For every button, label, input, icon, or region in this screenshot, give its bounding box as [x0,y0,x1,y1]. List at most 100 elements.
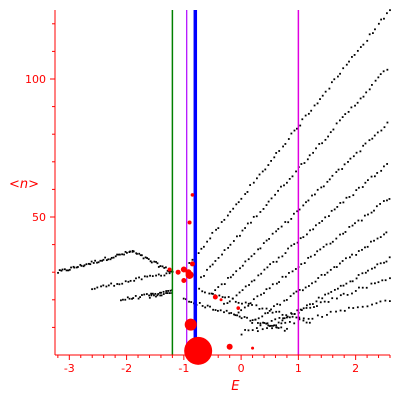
data-point [384,299,387,302]
data-point [136,252,138,255]
data-point [333,266,336,268]
data-point [159,265,162,267]
data-point [232,207,235,210]
data-point [124,298,127,301]
data-point [286,327,288,330]
data-point [234,300,237,303]
data-point [255,215,258,218]
data-point [227,296,230,298]
data-point [257,248,260,251]
data-point [294,268,297,270]
data-point [283,329,286,332]
data-point [342,232,345,235]
data-point [295,290,298,293]
data-point [261,307,264,310]
data-point [153,294,155,297]
data-point [385,231,388,234]
data-point [386,199,388,202]
data-point [278,310,281,313]
data-point [364,271,367,274]
data-point [105,285,108,288]
data-point [85,263,88,266]
data-point [214,289,217,292]
highlight-point [185,269,192,276]
data-point [123,253,125,256]
axes: -3 -2 -1 0 1 2 50 100 [25,10,391,375]
x-tick-label: 2 [352,362,359,375]
data-point [151,292,154,295]
data-point [270,319,273,322]
data-point [246,222,249,225]
data-point [90,260,93,263]
data-point [259,322,262,325]
data-point [278,281,280,283]
data-point [141,294,143,296]
data-point [258,307,261,310]
data-point [198,287,201,290]
data-point [275,310,278,313]
data-point [355,189,358,192]
data-point [229,210,232,213]
data-point [302,319,305,322]
data-point [330,291,333,293]
data-point [277,321,280,324]
data-point [388,256,391,259]
data-point [307,317,310,320]
data-point [312,228,315,231]
data-point [293,129,296,132]
data-point [311,194,313,197]
data-point [128,297,131,300]
data-point [63,268,66,271]
data-point [328,87,331,90]
data-point [143,275,146,278]
data-point [156,294,159,297]
data-point [350,106,353,109]
data-point [244,193,247,195]
data-point [270,324,272,327]
data-point [264,168,267,171]
data-point [280,322,283,325]
data-point [150,294,153,297]
data-point [315,224,317,227]
data-point [325,243,328,246]
data-point [277,327,280,329]
data-point [217,227,220,230]
data-point [246,191,249,193]
data-point [125,251,128,254]
data-point [339,72,341,75]
data-point [156,262,159,265]
data-point [376,263,379,266]
highlight-point [219,298,223,302]
data-point [339,309,342,312]
data-point [220,221,223,223]
vertical-markers [171,10,300,355]
data-point [280,326,283,329]
data-point [267,164,270,166]
data-point [349,157,352,160]
data-point [239,267,241,270]
data-point [163,267,166,269]
data-point [375,302,378,305]
data-point [276,303,279,306]
data-point [318,222,321,224]
data-point [165,290,168,292]
data-point [324,216,327,219]
data-point [333,288,336,291]
data-point [223,311,225,314]
data-point [244,227,246,229]
data-point [102,258,105,261]
data-point [94,259,97,262]
data-point [226,302,229,304]
data-point [144,256,147,259]
data-point [198,302,201,304]
data-point [121,253,123,256]
data-point [311,317,314,320]
data-point [99,259,102,262]
highlight-point [226,343,233,350]
data-point [286,181,288,184]
data-point [237,301,240,304]
data-point [274,318,277,321]
data-point [305,321,308,324]
data-point [275,324,278,327]
data-point [124,250,127,253]
